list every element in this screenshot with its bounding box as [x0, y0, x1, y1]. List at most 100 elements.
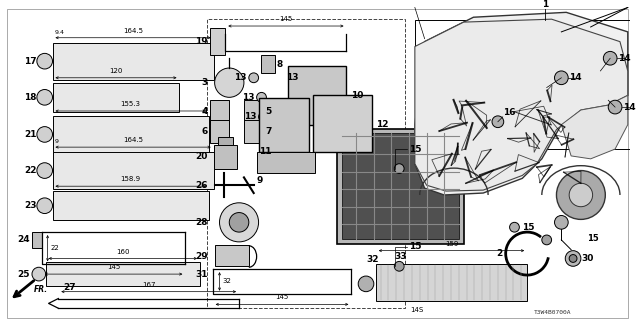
- Polygon shape: [561, 95, 628, 159]
- Circle shape: [554, 215, 568, 229]
- Text: 32: 32: [223, 278, 231, 284]
- Text: 20: 20: [195, 152, 208, 161]
- Circle shape: [214, 68, 244, 97]
- Circle shape: [556, 171, 605, 220]
- Circle shape: [358, 276, 374, 292]
- Bar: [218, 137, 233, 145]
- Text: 120: 120: [109, 68, 123, 74]
- Text: 14: 14: [569, 73, 582, 82]
- Bar: [214, 145, 237, 169]
- Text: 1: 1: [541, 0, 548, 9]
- Bar: [207, 19, 405, 308]
- Circle shape: [37, 198, 52, 213]
- Text: 10: 10: [351, 91, 364, 100]
- Bar: [32, 232, 42, 248]
- Text: 31: 31: [195, 270, 208, 279]
- Text: 22: 22: [51, 245, 60, 251]
- Circle shape: [259, 112, 268, 122]
- Bar: [337, 129, 464, 244]
- Text: 7: 7: [266, 127, 272, 136]
- Bar: [259, 98, 309, 152]
- Circle shape: [220, 203, 259, 242]
- Bar: [210, 120, 229, 143]
- Bar: [313, 95, 372, 152]
- Circle shape: [542, 235, 552, 245]
- Text: 145: 145: [275, 294, 289, 300]
- Circle shape: [554, 71, 568, 84]
- Text: 14: 14: [618, 54, 630, 63]
- Text: 12: 12: [376, 120, 388, 129]
- Text: 13: 13: [234, 73, 247, 82]
- Text: 167: 167: [142, 282, 156, 288]
- Text: 26: 26: [195, 181, 208, 190]
- Bar: [52, 83, 179, 112]
- Bar: [244, 120, 264, 143]
- Text: 9: 9: [257, 176, 263, 185]
- Polygon shape: [415, 12, 628, 195]
- Circle shape: [604, 52, 617, 65]
- Bar: [415, 20, 630, 149]
- Text: 25: 25: [17, 269, 30, 279]
- Text: 8: 8: [276, 60, 282, 68]
- Text: 145: 145: [107, 264, 120, 270]
- Circle shape: [509, 222, 519, 232]
- Text: 11: 11: [259, 147, 271, 156]
- Circle shape: [394, 261, 404, 271]
- Circle shape: [608, 100, 622, 114]
- Text: 19: 19: [195, 37, 208, 46]
- Text: 27: 27: [63, 283, 76, 292]
- Text: 28: 28: [195, 218, 208, 227]
- Text: 13: 13: [242, 93, 255, 102]
- Text: 23: 23: [24, 201, 37, 210]
- Bar: [214, 245, 249, 266]
- Text: 24: 24: [17, 236, 30, 244]
- Text: 13: 13: [286, 73, 298, 82]
- Bar: [342, 133, 459, 239]
- Circle shape: [37, 53, 52, 69]
- Text: 16: 16: [503, 108, 515, 117]
- Text: 32: 32: [366, 255, 378, 264]
- Text: 164.5: 164.5: [123, 137, 143, 143]
- Text: 15: 15: [409, 242, 422, 251]
- Circle shape: [492, 116, 504, 128]
- Circle shape: [37, 163, 52, 178]
- Circle shape: [249, 73, 259, 83]
- Circle shape: [32, 267, 45, 281]
- Text: 15: 15: [522, 223, 535, 232]
- Text: 158.9: 158.9: [120, 176, 141, 182]
- Text: 164.5: 164.5: [123, 28, 143, 34]
- Text: 29: 29: [195, 252, 208, 261]
- Circle shape: [37, 90, 52, 105]
- Bar: [257, 152, 316, 173]
- Bar: [288, 66, 346, 125]
- Bar: [244, 100, 264, 124]
- Text: 14: 14: [623, 103, 636, 112]
- Text: FR.: FR.: [34, 285, 48, 294]
- Bar: [52, 152, 214, 189]
- Text: 145: 145: [279, 16, 292, 22]
- Circle shape: [268, 120, 278, 130]
- Bar: [52, 43, 214, 80]
- Bar: [260, 55, 275, 73]
- Polygon shape: [415, 19, 628, 191]
- Text: 6: 6: [202, 127, 208, 136]
- Text: 159: 159: [445, 241, 458, 247]
- Text: 9: 9: [54, 139, 58, 144]
- Bar: [210, 28, 225, 55]
- Circle shape: [229, 212, 249, 232]
- Text: 21: 21: [24, 130, 37, 139]
- Text: 14S: 14S: [410, 307, 423, 313]
- Text: 9.4: 9.4: [54, 30, 65, 35]
- Text: 15: 15: [409, 145, 422, 154]
- Text: 3: 3: [202, 78, 208, 87]
- Bar: [52, 116, 209, 153]
- Circle shape: [565, 251, 581, 266]
- Circle shape: [394, 164, 404, 173]
- Circle shape: [569, 183, 593, 207]
- Text: 30: 30: [581, 254, 593, 263]
- Circle shape: [257, 92, 266, 102]
- Text: 2: 2: [497, 249, 503, 258]
- Text: 17: 17: [24, 57, 37, 66]
- Bar: [376, 264, 527, 301]
- Text: 5: 5: [266, 108, 271, 116]
